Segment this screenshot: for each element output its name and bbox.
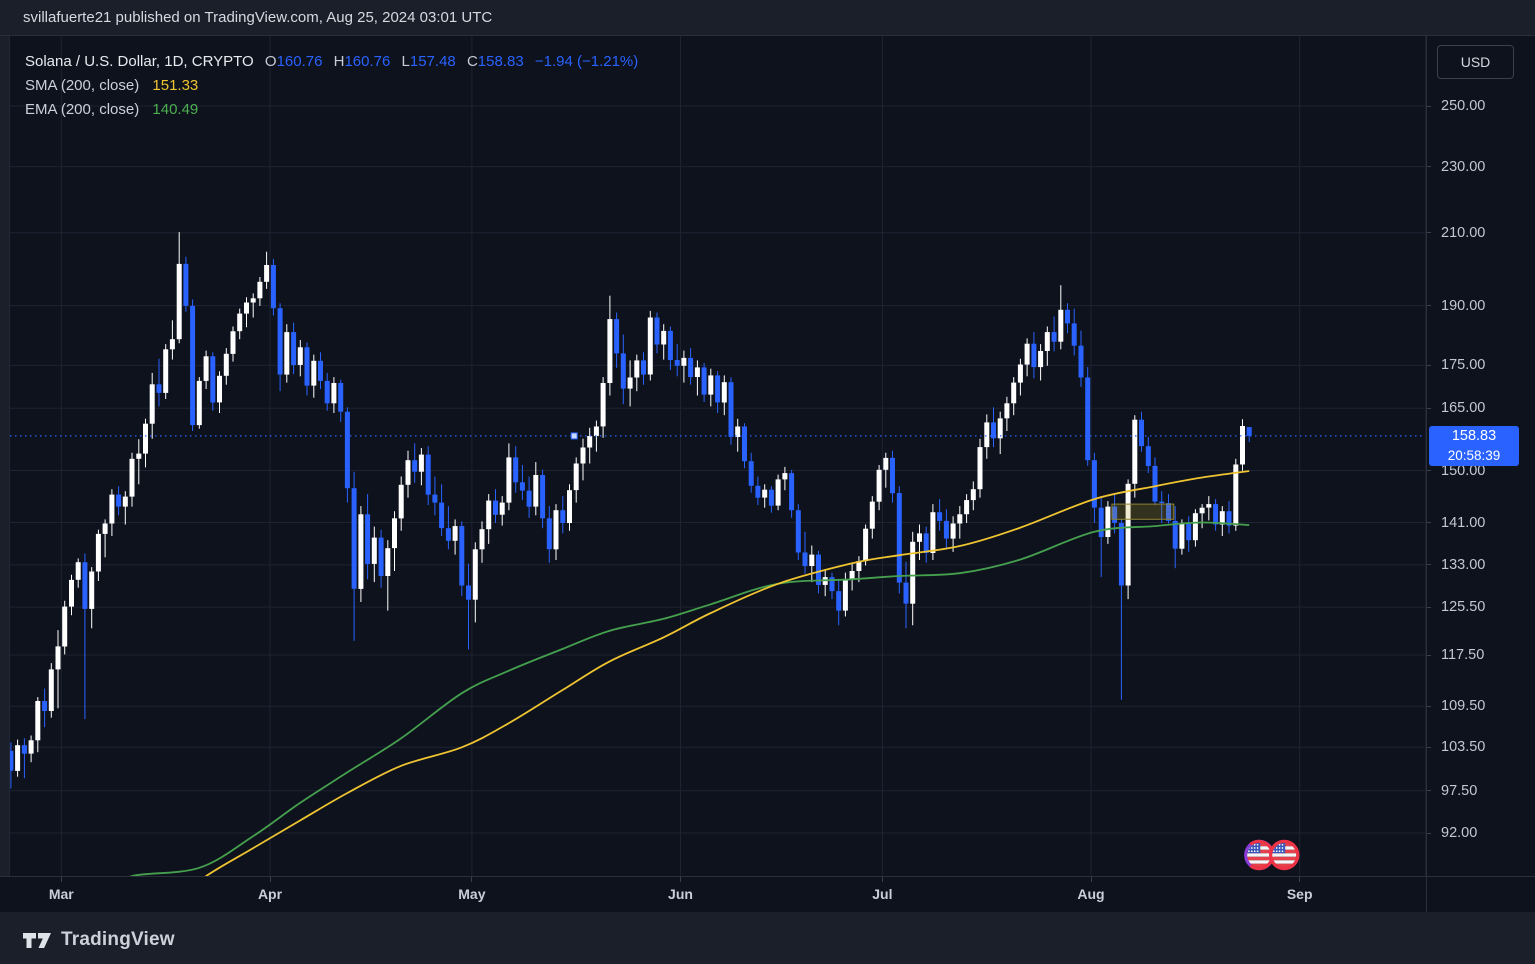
time-tick-label: Jun [668, 886, 693, 902]
price-tick-label: 210.00 [1441, 224, 1486, 241]
price-tick-mark [1427, 746, 1431, 748]
time-tick-label: Sep [1286, 886, 1313, 902]
price-tick-mark [1427, 105, 1431, 107]
price-tick-mark [1427, 305, 1431, 307]
price-tick-label: 125.50 [1441, 599, 1486, 616]
time-tick-label: May [458, 886, 486, 902]
price-tick-label: 150.00 [1441, 462, 1486, 479]
price-tick-label: 175.00 [1441, 357, 1486, 374]
time-tick-mark [1090, 877, 1092, 882]
ema-line [111, 521, 1250, 892]
time-tick-mark [881, 877, 883, 882]
sma-line [185, 470, 1250, 896]
price-tick-mark [1427, 470, 1431, 471]
price-tick-label: 190.00 [1441, 297, 1486, 314]
price-tick-mark [1427, 832, 1431, 834]
grid [10, 36, 1425, 876]
bottom-bar [0, 912, 1535, 964]
legend-ema-row: EMA (200, close) 140.49 [25, 99, 638, 123]
price-tick-mark [1427, 364, 1431, 366]
time-tick-mark [269, 877, 271, 882]
pane-left-margin [0, 36, 10, 912]
open-value: 160.76 [276, 53, 323, 70]
axis-corner [1426, 876, 1535, 912]
time-tick-label: Aug [1077, 886, 1105, 902]
time-tick-label: Mar [48, 886, 74, 902]
price-tick-mark [1427, 606, 1431, 608]
price-tick-mark [1427, 705, 1431, 707]
time-tick-label: Apr [257, 886, 283, 902]
change-value: −1.94 (−1.21%) [534, 53, 639, 70]
economic-event-flag-icon[interactable] [1244, 839, 1275, 871]
chart-pane[interactable] [10, 36, 1425, 876]
price-tick-label: 103.50 [1441, 739, 1486, 756]
ema-value: 140.49 [152, 101, 199, 118]
price-line-handle[interactable] [570, 432, 578, 440]
currency-unit-button[interactable]: USD [1437, 45, 1514, 79]
time-tick-mark [471, 877, 473, 882]
time-tick-mark [680, 877, 681, 882]
time-tick-mark [60, 877, 62, 882]
sma-value: 151.33 [152, 77, 199, 94]
annotation-box[interactable] [1111, 503, 1175, 520]
price-tick-mark [1427, 790, 1431, 792]
low-value: 157.48 [409, 53, 456, 70]
price-badge-value: 158.83 [1451, 427, 1497, 444]
tradingview-attribution-link[interactable]: TradingView [22, 926, 175, 954]
chart-legend: Solana / U.S. Dollar, 1D, CRYPTO O160.76… [25, 51, 638, 123]
price-tick-label: 230.00 [1441, 158, 1486, 175]
candlestick-series [8, 232, 1252, 789]
time-tick-mark [1299, 877, 1301, 882]
legend-sma-row: SMA (200, close) 151.33 [25, 75, 638, 99]
price-tick-label: 92.00 [1441, 825, 1478, 841]
economic-event-flag-icon[interactable] [1269, 839, 1300, 871]
chart-canvas[interactable] [8, 36, 1425, 896]
open-label: O [264, 53, 277, 70]
close-value: 158.83 [477, 53, 524, 70]
published-byline: svillafuerte21 published on TradingView.… [23, 9, 493, 26]
low-label: L [401, 53, 410, 70]
price-badge: 158.83 20:58:39 [1429, 425, 1519, 466]
brand-name: TradingView [61, 929, 175, 950]
price-tick-label: 141.00 [1441, 514, 1486, 531]
price-tick-label: 250.00 [1441, 98, 1486, 114]
price-badge-countdown: 20:58:39 [1447, 447, 1501, 463]
sma-label: SMA (200, close) [25, 77, 140, 94]
price-tick-mark [1427, 407, 1431, 409]
close-label: C [466, 53, 478, 70]
price-tick-label: 165.00 [1441, 400, 1486, 417]
price-tick-mark [1427, 166, 1431, 168]
price-axis[interactable]: USD 250.00 230.00 210.00 190.00 175.00 165.00… [1426, 36, 1535, 876]
price-tick-mark [1427, 564, 1431, 566]
high-label: H [333, 53, 345, 70]
high-value: 160.76 [344, 53, 391, 70]
tradingview-logo-icon [23, 932, 51, 948]
price-tick-mark [1427, 654, 1431, 656]
time-axis[interactable]: Mar Apr May Jun Jul Aug Sep [0, 876, 1426, 912]
price-tick-label: 117.50 [1441, 647, 1485, 663]
legend-symbol-row: Solana / U.S. Dollar, 1D, CRYPTO O160.76… [25, 51, 638, 75]
price-tick-label: 97.50 [1441, 782, 1478, 799]
symbol-title: Solana / U.S. Dollar, 1D, CRYPTO [25, 53, 254, 70]
time-tick-label: Jul [872, 886, 893, 902]
ema-label: EMA (200, close) [25, 101, 140, 118]
publish-header-bar: svillafuerte21 published on TradingView.… [0, 0, 1535, 36]
price-tick-mark [1427, 232, 1431, 234]
price-tick-mark [1427, 522, 1431, 523]
price-tick-label: 133.00 [1441, 556, 1486, 573]
price-tick-label: 109.50 [1441, 698, 1486, 715]
